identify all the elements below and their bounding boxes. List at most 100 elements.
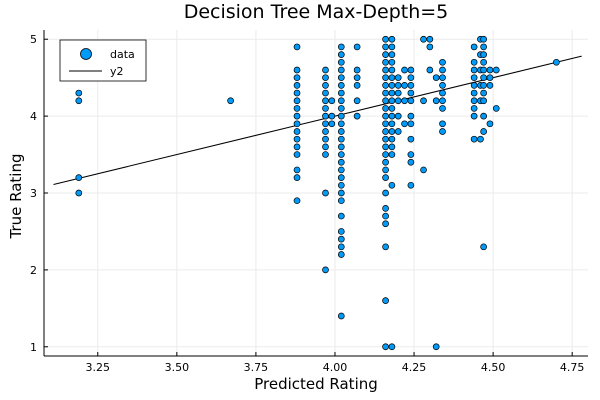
data-point — [439, 66, 446, 74]
chart-title: Decision Tree Max-Depth=5 — [184, 1, 449, 23]
data-point — [407, 120, 415, 128]
data-point — [293, 197, 301, 205]
data-point — [328, 97, 336, 105]
data-point — [394, 74, 402, 82]
data-point — [480, 35, 487, 43]
data-point — [322, 120, 329, 128]
x-tick-label: 4.00 — [323, 361, 348, 374]
data-point — [407, 66, 415, 74]
data-point — [382, 105, 389, 112]
data-point — [486, 66, 494, 74]
data-point — [470, 89, 478, 97]
data-point — [337, 174, 345, 181]
data-point — [382, 35, 389, 43]
data-point — [75, 89, 83, 97]
grid-layer — [44, 30, 588, 356]
data-point — [337, 51, 345, 58]
data-point — [480, 74, 487, 82]
data-point — [388, 89, 396, 97]
data-point — [382, 82, 389, 89]
data-point — [439, 105, 446, 112]
data-point — [432, 97, 440, 105]
data-point — [492, 105, 500, 112]
data-point — [388, 343, 396, 351]
data-point — [388, 66, 396, 74]
data-point — [388, 74, 396, 82]
data-point — [382, 205, 389, 212]
data-point — [388, 97, 396, 105]
data-point — [388, 120, 396, 128]
data-point — [480, 82, 487, 89]
data-point — [407, 181, 415, 189]
data-point — [353, 66, 361, 74]
data-point — [486, 82, 494, 89]
data-point — [353, 97, 361, 105]
data-point — [407, 112, 415, 120]
data-point — [322, 89, 329, 97]
data-point — [439, 128, 446, 135]
legend-label-data: data — [110, 48, 135, 61]
data-point — [382, 97, 389, 105]
data-point — [337, 166, 345, 174]
data-point — [426, 43, 434, 51]
data-point — [477, 135, 484, 143]
y-tick-label: 5 — [30, 33, 37, 46]
data-point — [337, 151, 345, 158]
data-point — [401, 82, 408, 89]
data-point — [382, 112, 389, 120]
data-point — [420, 97, 427, 105]
data-point — [382, 220, 389, 228]
data-point — [439, 97, 446, 105]
data-point — [470, 105, 478, 112]
legend-box — [59, 39, 147, 82]
legend-label-y2: y2 — [110, 65, 124, 78]
data-point — [401, 97, 408, 105]
data-point — [382, 189, 389, 197]
data-point — [480, 43, 487, 51]
data-point — [293, 128, 301, 135]
data-point — [388, 151, 396, 158]
data-point — [353, 43, 361, 51]
data-point — [382, 89, 389, 97]
data-point — [470, 97, 478, 105]
data-point — [337, 43, 345, 51]
data-point — [382, 58, 389, 66]
series-layer — [53, 35, 582, 351]
data-point — [337, 82, 345, 89]
data-point — [388, 135, 396, 143]
data-point — [407, 158, 415, 166]
data-point — [337, 143, 345, 151]
data-point — [322, 105, 329, 112]
data-point — [439, 82, 446, 89]
legend: data y2 — [59, 39, 147, 82]
data-point — [337, 189, 345, 197]
data-point — [337, 128, 345, 135]
data-point — [353, 82, 361, 89]
data-point — [486, 74, 494, 82]
data-point — [470, 112, 478, 120]
data-point — [394, 128, 402, 135]
data-point — [382, 66, 389, 74]
data-point — [293, 151, 301, 158]
data-point — [470, 58, 478, 66]
data-point — [322, 97, 329, 105]
y-axis-label: True Rating — [7, 154, 25, 240]
data-point — [293, 89, 301, 97]
data-point — [337, 197, 345, 205]
data-point — [407, 135, 415, 143]
data-point — [382, 128, 389, 135]
data-point — [337, 105, 345, 112]
data-point — [337, 212, 345, 220]
data-point — [480, 51, 487, 58]
data-point — [439, 120, 446, 128]
data-point — [353, 112, 361, 120]
data-point — [322, 151, 329, 158]
data-point — [394, 82, 402, 89]
data-point — [439, 58, 446, 66]
data-point — [328, 120, 336, 128]
data-point — [382, 151, 389, 158]
data-point — [420, 35, 427, 43]
data-point — [470, 43, 478, 51]
